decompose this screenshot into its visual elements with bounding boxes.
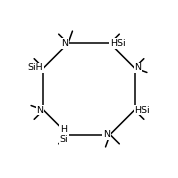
Text: H
Si: H Si bbox=[59, 125, 68, 144]
Text: N: N bbox=[135, 64, 142, 72]
Text: Si: Si bbox=[59, 130, 68, 139]
Text: N: N bbox=[36, 106, 43, 114]
Text: HSi: HSi bbox=[110, 39, 126, 48]
Text: N: N bbox=[103, 130, 110, 139]
Text: SiH: SiH bbox=[28, 64, 43, 72]
Text: HSi: HSi bbox=[135, 106, 150, 114]
Text: N: N bbox=[61, 39, 68, 48]
